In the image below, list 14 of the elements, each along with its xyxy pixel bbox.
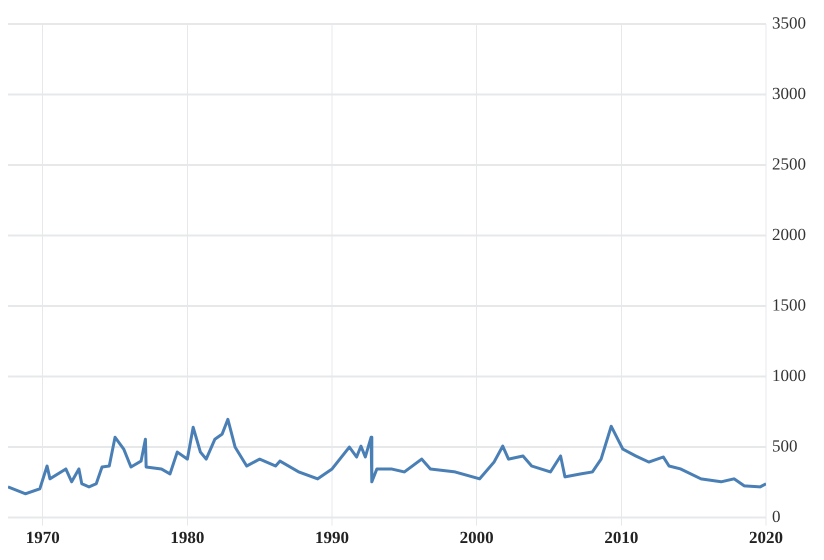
y-tick-label: 2500: [772, 154, 806, 174]
y-tick-label: 3000: [772, 84, 806, 104]
y-tick-label: 2000: [772, 225, 806, 244]
y-tick-label: 500: [772, 436, 798, 456]
x-tick-label: 1990: [315, 528, 350, 548]
y-tick-label: 3500: [772, 14, 806, 33]
x-tick-label: 1970: [26, 528, 60, 548]
x-tick-label: 2000: [460, 528, 494, 548]
x-tick-label: 1980: [170, 528, 204, 548]
x-tick-label: 2010: [604, 528, 638, 548]
y-tick-label: 0: [772, 507, 780, 526]
x-tick-label: 2020: [749, 528, 783, 548]
y-tick-label: 1000: [772, 366, 806, 386]
y-tick-label: 1500: [772, 296, 806, 315]
